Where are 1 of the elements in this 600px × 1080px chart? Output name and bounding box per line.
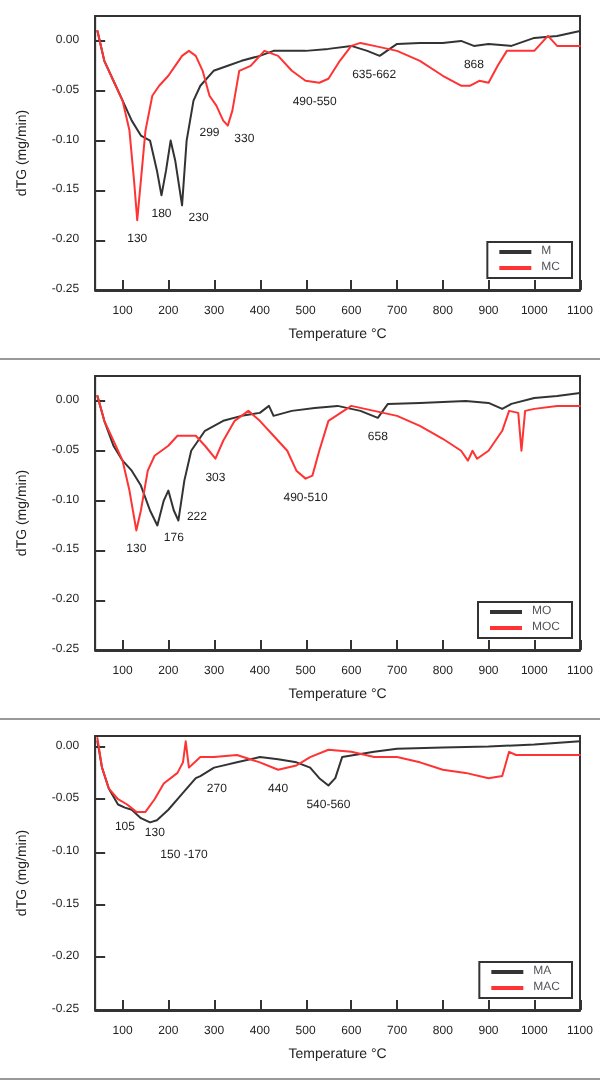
line-series: [96, 737, 581, 813]
